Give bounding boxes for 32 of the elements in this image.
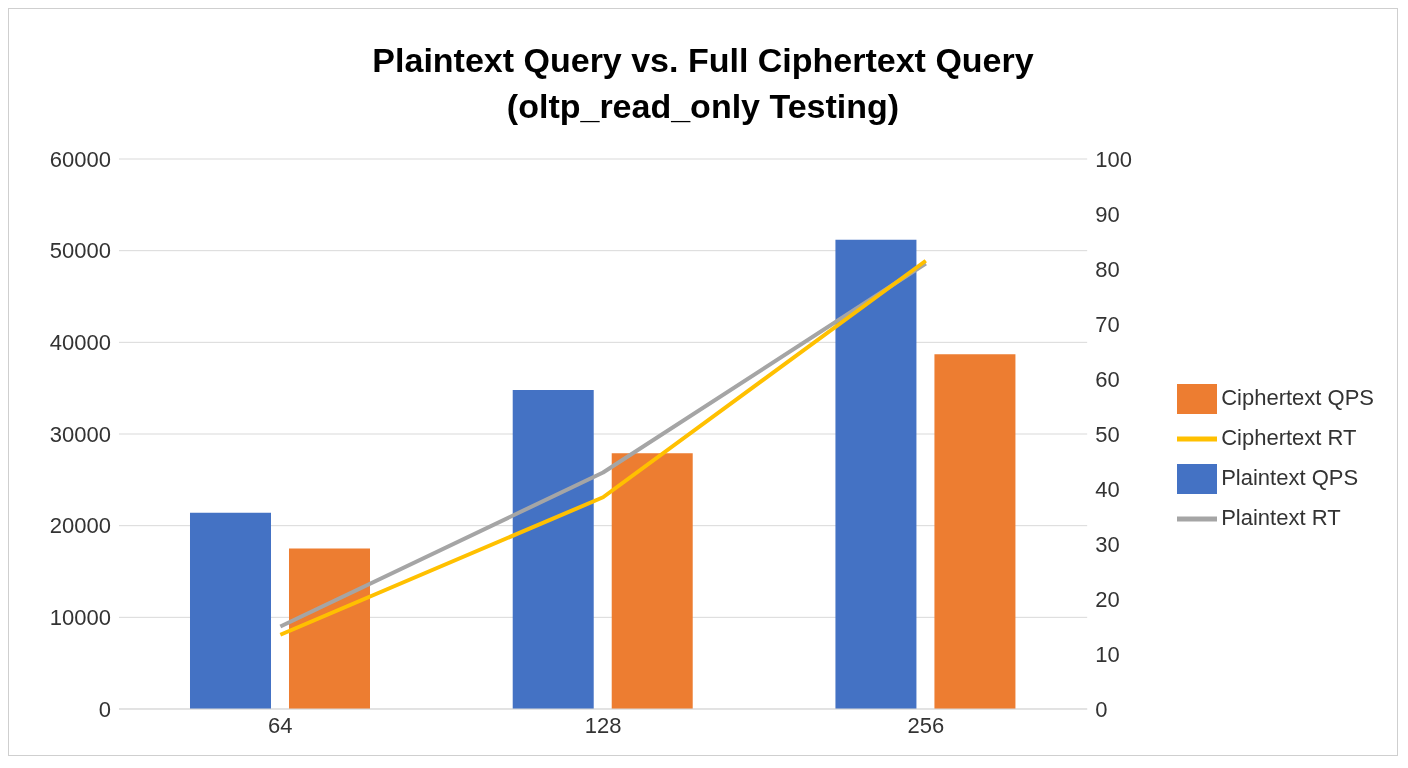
y2-tick-label: 100 — [1095, 146, 1132, 172]
legend-label: Ciphertext RT — [1221, 424, 1357, 450]
bar — [190, 512, 271, 709]
y-tick-label: 40000 — [49, 330, 111, 356]
y2-tick-label: 50 — [1095, 421, 1120, 447]
y-tick-label: 30000 — [49, 421, 111, 447]
x-tick-label: 64 — [268, 712, 293, 738]
y2-tick-label: 90 — [1095, 201, 1120, 227]
y2-tick-label: 40 — [1095, 476, 1120, 502]
y2-tick-label: 70 — [1095, 311, 1120, 337]
bar — [512, 390, 594, 709]
legend-label: Plaintext RT — [1221, 504, 1341, 530]
x-tick-label: 128 — [584, 712, 622, 738]
y-tick-label: 50000 — [49, 238, 111, 264]
bar — [289, 548, 370, 709]
chart-title: Plaintext Query vs. Full Ciphertext Query (oltp_read_only Testing) — [372, 41, 1034, 125]
y2-tick-label: 80 — [1095, 256, 1120, 282]
y-tick-label: 10000 — [49, 605, 111, 631]
y-tick-label: 20000 — [49, 513, 111, 539]
y-tick-label: 0 — [98, 696, 111, 722]
bar — [835, 239, 917, 709]
y2-tick-label: 10 — [1095, 641, 1120, 667]
y-tick-label: 60000 — [49, 146, 111, 172]
bar — [611, 453, 693, 709]
y2-tick-label: 30 — [1095, 531, 1120, 557]
bar — [934, 354, 1016, 709]
legend-label: Plaintext QPS — [1221, 464, 1359, 490]
y2-tick-label: 60 — [1095, 366, 1120, 392]
legend-label: Ciphertext QPS — [1221, 384, 1374, 410]
y2-tick-label: 0 — [1095, 696, 1108, 722]
y2-tick-label: 20 — [1095, 586, 1120, 612]
x-tick-label: 256 — [907, 712, 945, 738]
